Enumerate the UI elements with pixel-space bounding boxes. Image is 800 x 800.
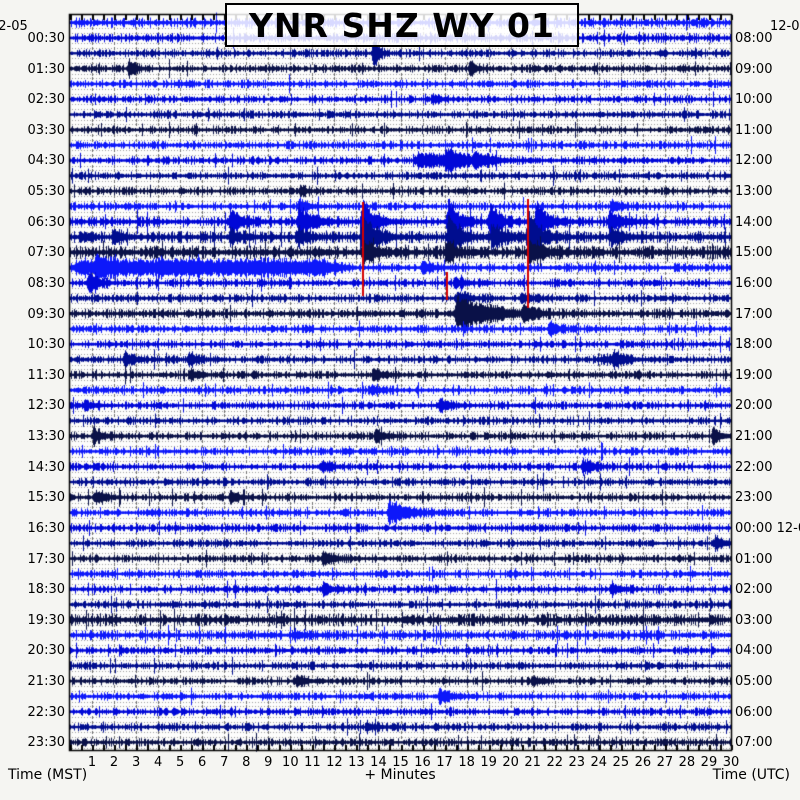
axis-title-utc: Time (UTC) (712, 767, 790, 783)
right-time-label: 10:00 (735, 92, 773, 108)
left-time-label: 17:30 (27, 551, 65, 567)
date-label-local: 12-05 (0, 19, 27, 34)
left-time-label: 21:30 (27, 674, 65, 690)
left-time-label: 03:30 (27, 122, 65, 138)
left-time-label: 19:30 (27, 612, 65, 628)
left-time-label: 08:30 (27, 275, 65, 291)
right-time-label: 14:00 (735, 214, 773, 230)
minute-label: 19 (480, 755, 497, 770)
right-time-label: 08:00 (735, 30, 773, 46)
date-label-utc: 12-05 (770, 19, 800, 34)
left-time-label: 00:30 (27, 30, 65, 46)
axis-title-mst: Time (MST) (8, 767, 88, 783)
minute-label: 28 (678, 755, 696, 770)
left-time-label: 02:30 (27, 92, 65, 108)
right-time-label: 18:00 (735, 337, 773, 353)
minute-label: 4 (153, 755, 163, 770)
left-time-label: 23:30 (27, 735, 65, 751)
minute-label: 16 (414, 755, 431, 770)
right-time-label: 03:00 (735, 612, 773, 628)
minute-label: 30 (722, 755, 740, 770)
station-title-box: YNR SHZ WY 01 (225, 3, 579, 47)
right-time-label: 16:00 (735, 275, 773, 291)
minute-label: 2 (109, 755, 119, 770)
right-time-label: 06:00 (735, 704, 773, 720)
left-time-label: 09:30 (27, 306, 65, 322)
minute-label: 5 (176, 755, 185, 770)
left-time-label: 22:30 (27, 704, 65, 720)
minute-label: 26 (634, 755, 652, 770)
right-time-label: 19:00 (735, 367, 773, 383)
right-time-label: 05:00 (735, 674, 773, 690)
right-time-label: 07:00 (735, 735, 773, 751)
right-time-label: 12:00 (735, 153, 773, 169)
left-time-label: 01:30 (27, 61, 65, 77)
minute-label: 24 (590, 755, 608, 770)
minute-label: 8 (242, 755, 251, 770)
axis-title-minutes: + Minutes (364, 767, 436, 783)
minute-label: 15 (392, 755, 409, 770)
right-time-label: 21:00 (735, 429, 773, 445)
minute-label: 29 (700, 755, 718, 770)
left-time-label: 12:30 (27, 398, 65, 414)
left-time-label: 07:30 (27, 245, 65, 261)
right-time-label: 20:00 (735, 398, 773, 414)
minute-label: 10 (282, 755, 299, 770)
right-time-label: 17:00 (735, 306, 773, 322)
minute-label: 20 (502, 755, 519, 770)
minute-label: 3 (131, 755, 141, 770)
minute-label: 25 (612, 755, 630, 770)
right-time-label: 02:00 (735, 582, 773, 598)
left-time-label: 15:30 (27, 490, 65, 506)
right-time-label: 00:00 12-06 (735, 520, 800, 536)
station-title: YNR SHZ WY 01 (249, 5, 555, 45)
left-time-label: 14:30 (27, 459, 65, 475)
left-time-label: 04:30 (27, 153, 65, 169)
right-time-label: 04:00 (735, 643, 773, 659)
left-time-label: 13:30 (27, 429, 65, 445)
minute-label: 1 (87, 755, 97, 770)
right-time-label: 01:00 (735, 551, 773, 567)
left-time-label: 10:30 (27, 337, 65, 353)
minute-label: 18 (458, 755, 475, 770)
right-time-label: 11:00 (735, 122, 773, 138)
right-time-label: 15:00 (735, 245, 773, 261)
minute-label: 11 (304, 755, 321, 770)
left-time-label: 20:30 (27, 643, 65, 659)
minute-label: 22 (546, 755, 563, 770)
minute-label: 23 (568, 755, 586, 770)
left-time-label: 16:30 (27, 520, 65, 536)
minute-label: 9 (264, 755, 273, 770)
minute-label: 27 (656, 755, 674, 770)
minute-label: 12 (326, 755, 343, 770)
minute-label: 14 (370, 755, 387, 770)
left-time-label: 05:30 (27, 184, 65, 200)
left-time-label: 18:30 (27, 582, 65, 598)
minute-label: 17 (436, 755, 453, 770)
minute-label: 13 (348, 755, 365, 770)
left-time-label: 11:30 (27, 367, 65, 383)
minute-label: 7 (220, 755, 229, 770)
right-time-label: 22:00 (735, 459, 773, 475)
left-time-label: 06:30 (27, 214, 65, 230)
right-time-label: 13:00 (735, 184, 773, 200)
minute-label: 6 (198, 755, 207, 770)
right-time-label: 23:00 (735, 490, 773, 506)
minute-label: 21 (524, 755, 541, 770)
right-time-label: 09:00 (735, 61, 773, 77)
